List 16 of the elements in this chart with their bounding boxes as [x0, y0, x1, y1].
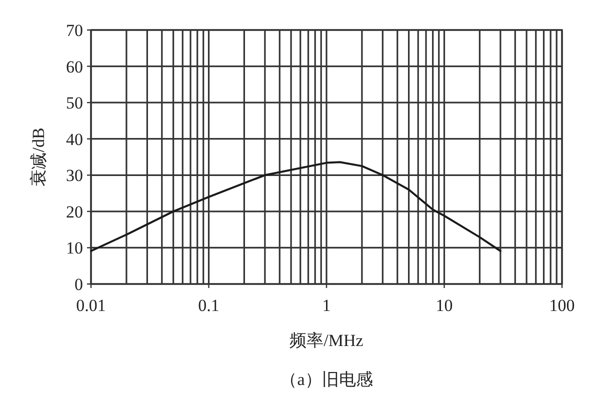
y-tick-label: 70	[66, 21, 83, 40]
y-tick-label: 10	[66, 238, 83, 258]
y-axis-title: 衰减/dB	[29, 128, 48, 186]
x-tick-label: 1	[322, 296, 331, 315]
y-tick-label: 20	[66, 202, 83, 222]
x-tick-label: 10	[436, 296, 453, 315]
y-tick-label: 60	[66, 57, 83, 76]
y-tick-label: 40	[66, 130, 83, 149]
x-tick-label: 100	[549, 296, 575, 315]
x-tick-label: 0.1	[198, 296, 220, 315]
x-tick-label: 0.01	[76, 296, 106, 315]
text: （a）旧电感	[280, 370, 373, 389]
y-tick-label: 30	[66, 166, 83, 186]
x-axis-title: 频率/MHz	[290, 331, 364, 350]
y-tick-label: 50	[66, 94, 83, 113]
y-tick-label: 0	[74, 275, 83, 294]
